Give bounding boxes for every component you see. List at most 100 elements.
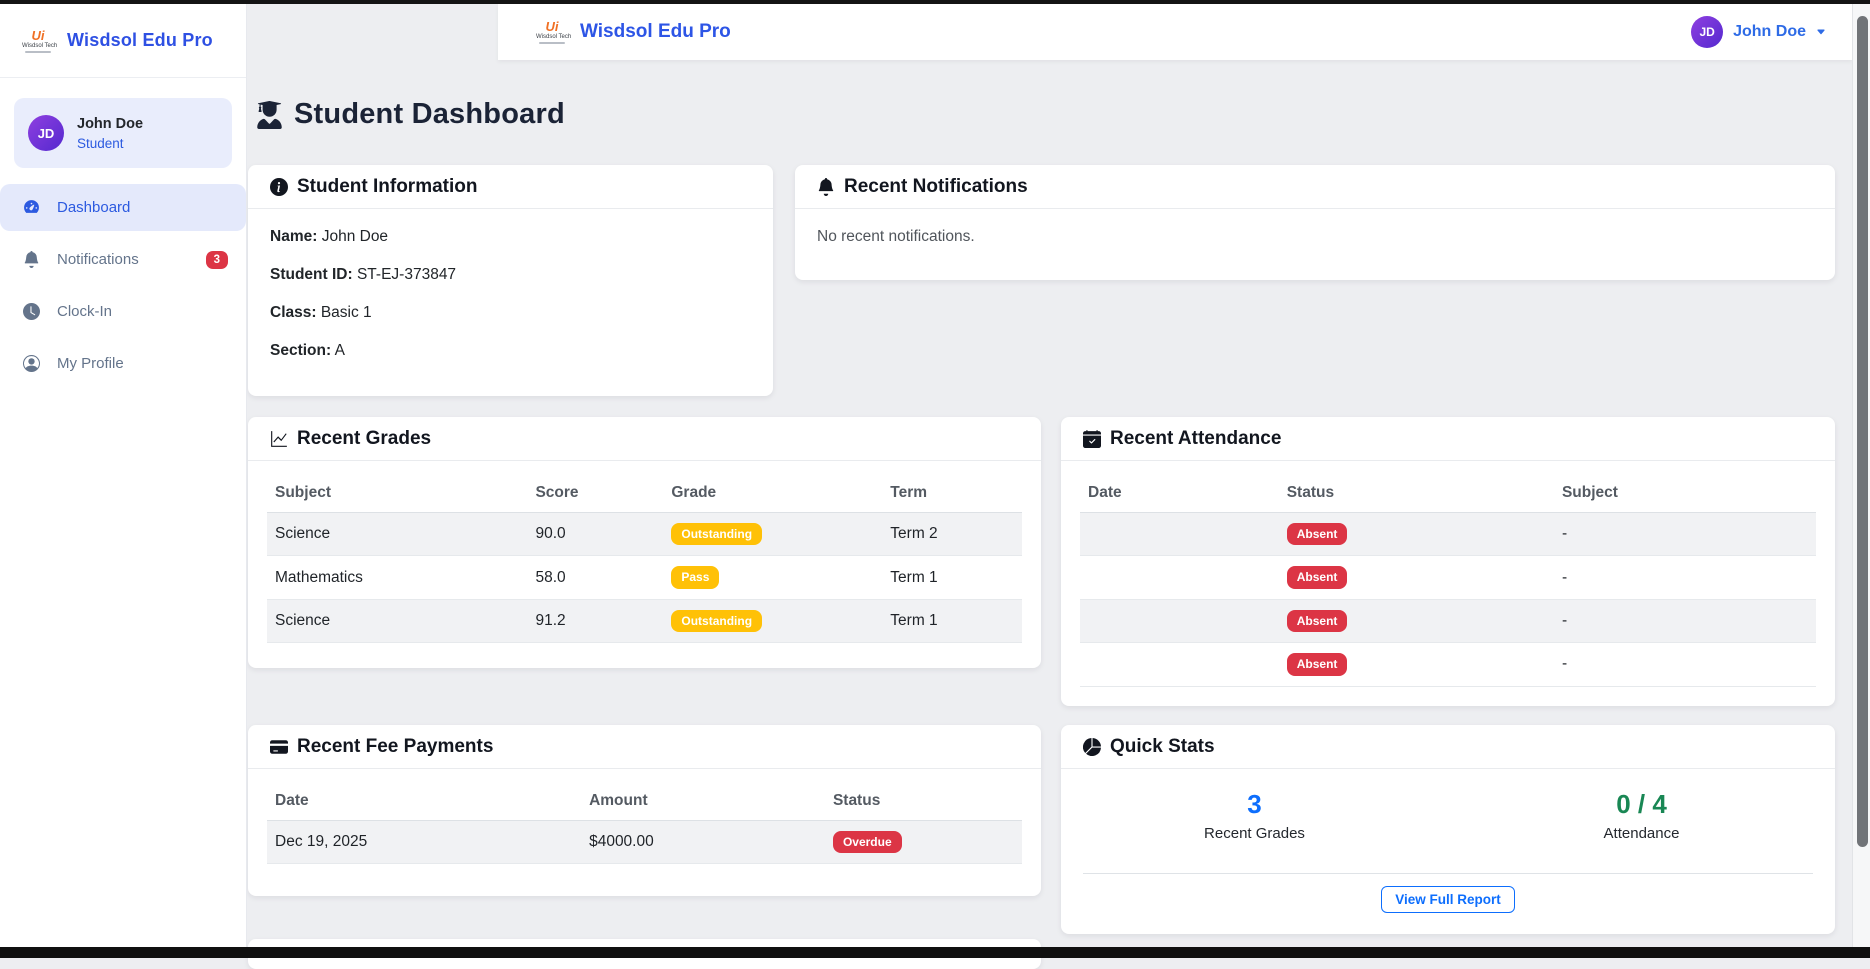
sidebar-nav: Dashboard Notifications 3 Clock-In My Pr…	[0, 184, 246, 387]
card-title: Student Information	[297, 175, 478, 197]
grade-badge: Pass	[671, 566, 720, 589]
table-row: Dec 19, 2025 $4000.00 Overdue	[267, 820, 1022, 865]
navbar-brand[interactable]: Ui Wisdsol Tech Wisdsol Edu Pro	[536, 20, 731, 44]
column-header: Score	[527, 474, 664, 513]
top-navbar: Ui Wisdsol Tech Wisdsol Edu Pro JD John …	[498, 4, 1852, 60]
user-menu-dropdown[interactable]: JD John Doe	[1691, 16, 1826, 48]
sidebar-item-label: Dashboard	[57, 199, 131, 216]
cell-amount: $4000.00	[581, 820, 825, 865]
field-value: Basic 1	[320, 304, 372, 321]
brand-logo-tagline	[539, 42, 565, 44]
scrollbar-thumb[interactable]	[1857, 16, 1868, 847]
navbar-brand-name: Wisdsol Edu Pro	[580, 21, 731, 42]
cell-date: Dec 19, 2025	[267, 820, 582, 865]
info-field-name: Name: John Doe	[270, 228, 751, 246]
field-label: Class:	[270, 304, 317, 321]
vertical-scrollbar[interactable]	[1852, 4, 1870, 947]
grade-badge: Outstanding	[671, 609, 763, 633]
cell-status: Absent	[1278, 599, 1554, 644]
window-bottom-edge	[0, 947, 1870, 958]
card-header: Recent Attendance	[1061, 417, 1835, 461]
sidebar-brand-name: Wisdsol Edu Pro	[67, 30, 213, 50]
sidebar-item-clock-in[interactable]: Clock-In	[0, 288, 246, 335]
cell-date	[1080, 599, 1279, 644]
column-header: Date	[1080, 474, 1279, 513]
cell-subject: -	[1553, 642, 1816, 687]
cell-score: 91.2	[527, 599, 664, 644]
column-header: Subject	[267, 474, 528, 513]
field-label: Section:	[270, 342, 332, 359]
cell-grade: Outstanding	[663, 599, 883, 644]
cell-subject: Mathematics	[267, 555, 528, 600]
bell-icon	[24, 251, 39, 268]
table-row: Absent -	[1080, 555, 1816, 600]
cell-date	[1080, 642, 1279, 687]
column-header: Grade	[663, 474, 883, 513]
card-header: Quick Stats	[1061, 725, 1835, 769]
sidebar-item-label: Notifications	[57, 251, 139, 268]
column-header: Status	[1278, 474, 1554, 513]
caret-down-icon	[1817, 29, 1825, 35]
window-top-edge	[0, 0, 1870, 4]
grades-table: Subject Score Grade Term Science 90.0 Ou…	[267, 474, 1022, 644]
sidebar-item-notifications[interactable]: Notifications 3	[0, 236, 246, 283]
stat-recent-grades: 3 Recent Grades	[1061, 789, 1448, 842]
brand-logo-tagline	[25, 50, 51, 53]
table-row: Absent -	[1080, 512, 1816, 557]
student-information-card: Student Information Name: John Doe Stude…	[248, 165, 773, 396]
recent-fee-payments-card: Recent Fee Payments Date Amount Status D…	[248, 725, 1041, 896]
cell-subject: -	[1553, 555, 1816, 600]
calendar-check-icon	[1083, 429, 1101, 448]
card-header: Recent Fee Payments	[248, 725, 1041, 769]
credit-card-icon	[270, 739, 288, 754]
stat-value: 0 / 4	[1616, 789, 1667, 819]
cell-status: Absent	[1278, 512, 1554, 557]
sidebar-item-dashboard[interactable]: Dashboard	[0, 184, 246, 231]
sidebar-item-my-profile[interactable]: My Profile	[0, 340, 246, 387]
cell-status: Absent	[1278, 642, 1554, 687]
stat-label: Recent Grades	[1204, 825, 1305, 842]
grade-badge: Outstanding	[671, 523, 763, 546]
card-title: Recent Grades	[297, 427, 432, 449]
page-title-text: Student Dashboard	[294, 98, 565, 130]
info-field-student-id: Student ID: ST-EJ-373847	[270, 266, 751, 284]
cell-subject: -	[1553, 599, 1816, 644]
brand-logo-mark: Ui	[31, 27, 45, 43]
card-title: Quick Stats	[1110, 735, 1215, 757]
brand-logo-mark: Ui	[545, 19, 559, 34]
field-label: Name:	[270, 228, 318, 245]
card-title: Recent Attendance	[1110, 427, 1282, 449]
info-circle-icon	[270, 177, 288, 196]
brand-logo-icon: Ui Wisdsol Tech	[22, 27, 57, 53]
field-value: ST-EJ-373847	[356, 266, 457, 283]
sidebar-user-card: JD John Doe Student	[14, 98, 232, 168]
avatar: JD	[1691, 16, 1724, 48]
notification-count-badge: 3	[205, 250, 228, 269]
avatar: JD	[28, 115, 64, 151]
stat-attendance: 0 / 4 Attendance	[1448, 789, 1835, 842]
column-header: Date	[267, 782, 582, 821]
chart-line-icon	[271, 430, 287, 447]
cell-grade: Outstanding	[663, 512, 883, 557]
cell-date	[1080, 512, 1279, 557]
divider	[1083, 873, 1813, 874]
sidebar-item-label: Clock-In	[57, 303, 113, 320]
table-row: Absent -	[1080, 599, 1816, 644]
status-badge: Absent	[1286, 609, 1348, 633]
cell-score: 90.0	[527, 512, 664, 557]
cell-term: Term 1	[882, 599, 1022, 644]
table-row: Science 90.0 Outstanding Term 2	[267, 512, 1022, 557]
info-field-class: Class: Basic 1	[270, 304, 751, 322]
bell-icon	[818, 177, 834, 196]
user-role: Student	[77, 135, 124, 151]
pie-chart-icon	[1083, 737, 1101, 756]
column-header: Term	[882, 474, 1022, 513]
sidebar-item-label: My Profile	[57, 355, 124, 372]
card-title: Recent Notifications	[844, 175, 1028, 197]
sidebar-brand[interactable]: Ui Wisdsol Tech Wisdsol Edu Pro	[0, 4, 246, 78]
cell-status: Overdue	[824, 820, 1022, 865]
status-badge: Absent	[1286, 523, 1348, 546]
view-full-report-button[interactable]: View Full Report	[1381, 886, 1515, 913]
cell-grade: Pass	[663, 555, 883, 600]
page-title: Student Dashboard	[257, 98, 565, 131]
